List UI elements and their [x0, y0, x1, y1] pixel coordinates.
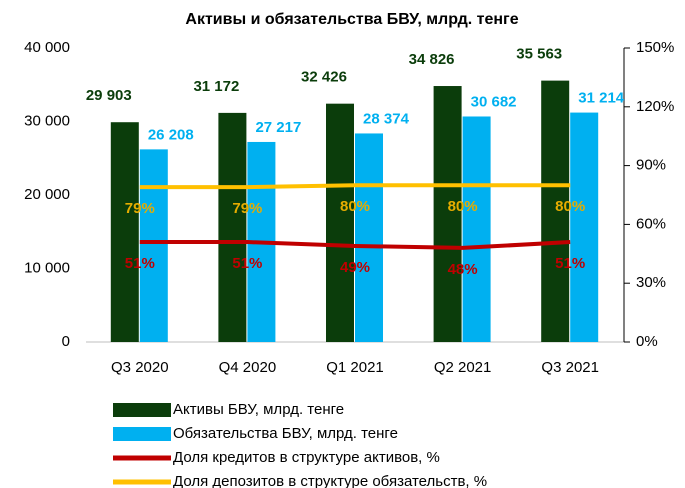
- legend-label: Активы БВУ, млрд. тенге: [173, 401, 344, 418]
- bar-value-label: 32 426: [301, 69, 347, 86]
- line-value-label: 51%: [555, 255, 585, 272]
- chart-title: Активы и обязательства БВУ, млрд. тенге: [185, 11, 518, 28]
- x-tick-label: Q1 2021: [326, 359, 384, 376]
- legend-swatch: [113, 403, 171, 417]
- line-value-label: 51%: [232, 255, 262, 272]
- legend-label: Обязательства БВУ, млрд. тенге: [173, 425, 398, 442]
- y-tick-label: 0: [62, 333, 70, 350]
- bar-value-label: 30 682: [471, 93, 517, 110]
- line-value-label: 80%: [555, 198, 585, 215]
- y2-tick-label: 120%: [636, 98, 674, 115]
- bar: [355, 133, 383, 342]
- y2-tick-label: 0%: [636, 333, 658, 350]
- line-value-label: 80%: [340, 198, 370, 215]
- line-series: [139, 240, 571, 250]
- line-value-label: 79%: [125, 200, 155, 217]
- line-value-label: 51%: [125, 255, 155, 272]
- x-tick-label: Q3 2021: [541, 359, 599, 376]
- bar-value-label: 31 172: [193, 78, 239, 95]
- bar: [541, 80, 570, 343]
- line-series: [139, 183, 571, 190]
- line-value-label: 49%: [340, 259, 370, 276]
- x-tick-label: Q2 2021: [434, 359, 492, 376]
- bar-value-label: 34 826: [409, 51, 455, 68]
- bar-value-label: 27 217: [255, 119, 301, 136]
- bar: [139, 149, 168, 342]
- bar: [462, 116, 491, 342]
- bar: [326, 103, 354, 342]
- bar-value-label: 31 214: [578, 90, 625, 107]
- line-value-label: 48%: [448, 261, 478, 278]
- bar: [110, 122, 139, 342]
- x-tick-label: Q3 2020: [111, 359, 169, 376]
- y2-tick-label: 150%: [636, 39, 674, 56]
- line-value-label: 80%: [448, 198, 478, 215]
- y2-tick-label: 30%: [636, 274, 666, 291]
- bar-value-label: 26 208: [148, 126, 194, 143]
- y-tick-label: 40 000: [24, 39, 70, 56]
- bar-value-label: 28 374: [363, 110, 410, 127]
- line-value-label: 79%: [232, 200, 262, 217]
- bar-value-label: 35 563: [516, 46, 562, 63]
- legend-label: Доля кредитов в структуре активов, %: [173, 449, 440, 466]
- y-tick-label: 30 000: [24, 112, 70, 129]
- legend-swatch: [113, 427, 171, 441]
- bar: [433, 86, 462, 342]
- y2-tick-label: 90%: [636, 157, 666, 174]
- y-tick-label: 20 000: [24, 186, 70, 203]
- x-tick-label: Q4 2020: [219, 359, 277, 376]
- y2-tick-label: 60%: [636, 215, 666, 232]
- legend-label: Доля депозитов в структуре обязательств,…: [173, 473, 487, 488]
- y-tick-label: 10 000: [24, 259, 70, 276]
- bar-value-label: 29 903: [86, 87, 132, 104]
- bar: [570, 112, 599, 342]
- bar: [218, 112, 247, 342]
